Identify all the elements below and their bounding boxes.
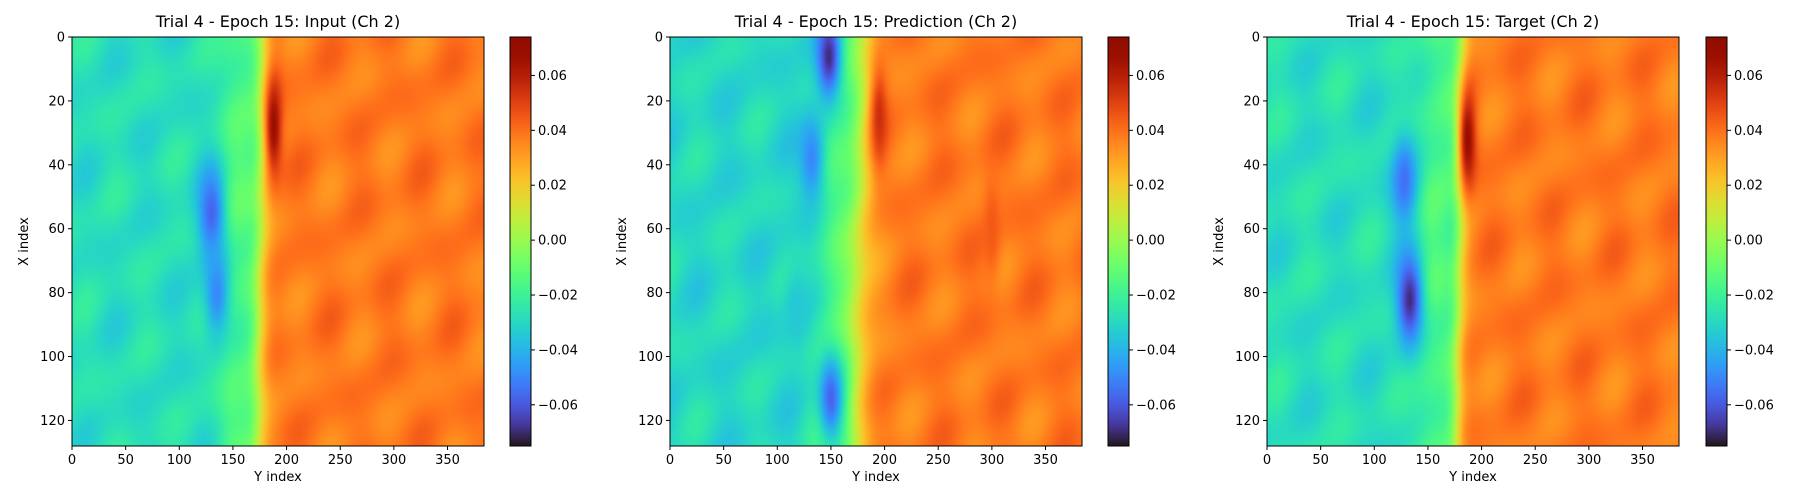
x-tick-label: 150 — [819, 453, 844, 468]
heatmap-image — [670, 37, 1082, 446]
x-tick-label: 50 — [715, 453, 732, 468]
y-tick-label: 60 — [1243, 222, 1260, 237]
y-tick-label: 100 — [638, 350, 663, 365]
x-tick-label: 250 — [1523, 453, 1548, 468]
x-tick-label: 200 — [1469, 453, 1494, 468]
y-axis-label: X index — [1212, 217, 1227, 266]
colorbar-fill — [1705, 36, 1728, 447]
plot-frame — [71, 36, 485, 447]
x-tick-label: 350 — [1630, 453, 1655, 468]
heatmap-image — [72, 37, 484, 446]
colorbar-tick-label: −0.06 — [538, 398, 578, 413]
y-tick-label: 60 — [646, 222, 663, 237]
y-tick-label: 40 — [48, 158, 65, 173]
y-tick-label: 0 — [1252, 31, 1260, 46]
x-tick-label: 100 — [167, 453, 192, 468]
y-tick-label: 0 — [655, 31, 663, 46]
colorbar: 0.06 0.04 0.02 0.00 −0.02 −0.04 −0.06 — [509, 36, 578, 447]
colorbar-tick-label: 0.02 — [538, 179, 567, 194]
y-tick-label: 60 — [48, 222, 65, 237]
chart-title: Trial 4 - Epoch 15: Input (Ch 2) — [155, 12, 400, 31]
colorbar: 0.06 0.04 0.02 0.00 −0.02 −0.04 −0.06 — [1705, 36, 1774, 447]
y-tick-label: 40 — [646, 158, 663, 173]
x-tick-label: 50 — [117, 453, 134, 468]
x-tick-label: 200 — [274, 453, 299, 468]
colorbar-tick-label: 0.06 — [1734, 69, 1763, 84]
colorbar-tick-label: 0.06 — [538, 69, 567, 84]
colorbar-tick-label: 0.04 — [538, 124, 567, 139]
y-axis-label: X index — [615, 217, 630, 266]
x-tick-label: 250 — [328, 453, 353, 468]
heatmap-image — [1267, 37, 1679, 446]
x-tick-label: 300 — [979, 453, 1004, 468]
x-tick-label: 0 — [666, 453, 674, 468]
y-tick-label: 120 — [40, 414, 65, 429]
x-axis-label: Y index — [1448, 470, 1497, 485]
y-tick-label: 100 — [40, 350, 65, 365]
colorbar-tick-label: 0.04 — [1136, 124, 1165, 139]
colorbar-tick-label: −0.06 — [1136, 398, 1176, 413]
colorbar-fill — [1107, 36, 1130, 447]
y-tick-label: 120 — [638, 414, 663, 429]
x-tick-label: 250 — [926, 453, 951, 468]
y-tick-label: 20 — [1243, 94, 1260, 109]
x-tick-label: 100 — [765, 453, 790, 468]
x-axis-label: Y index — [253, 470, 302, 485]
plot-frame — [669, 36, 1083, 447]
colorbar-tick-label: −0.02 — [538, 289, 578, 304]
colorbar-tick-label: −0.04 — [1136, 343, 1176, 358]
x-tick-label: 150 — [221, 453, 246, 468]
x-tick-label: 350 — [1033, 453, 1058, 468]
y-tick-label: 100 — [1235, 350, 1260, 365]
colorbar-tick-label: 0.00 — [1136, 234, 1165, 249]
y-tick-label: 120 — [1235, 414, 1260, 429]
x-tick-label: 50 — [1312, 453, 1329, 468]
heatmap-panel-2: Trial 4 - Epoch 15: Prediction (Ch 2) 0 50… — [615, 12, 1176, 485]
y-tick-label: 0 — [57, 31, 65, 46]
x-tick-label: 0 — [1263, 453, 1271, 468]
colorbar: 0.06 0.04 0.02 0.00 −0.02 −0.04 −0.06 — [1107, 36, 1176, 447]
heatmap-panel-3: Trial 4 - Epoch 15: Target (Ch 2) 0 50 100 1… — [1212, 12, 1774, 485]
chart-title: Trial 4 - Epoch 15: Prediction (Ch 2) — [734, 12, 1017, 31]
plot-frame — [1266, 36, 1680, 447]
x-tick-label: 200 — [872, 453, 897, 468]
x-tick-label: 100 — [1362, 453, 1387, 468]
heatmap-panel-1: Trial 4 - Epoch 15: Input (Ch 2) 0 50 100 15… — [17, 12, 578, 485]
y-tick-label: 80 — [48, 286, 65, 301]
colorbar-fill — [509, 36, 532, 447]
x-axis-label: Y index — [851, 470, 900, 485]
y-axis-label: X index — [17, 217, 32, 266]
colorbar-tick-label: −0.06 — [1734, 398, 1774, 413]
y-tick-label: 20 — [48, 94, 65, 109]
x-tick-label: 300 — [381, 453, 406, 468]
colorbar-tick-label: 0.02 — [1136, 179, 1165, 194]
x-tick-label: 350 — [435, 453, 460, 468]
y-tick-label: 80 — [1243, 286, 1260, 301]
colorbar-tick-label: 0.06 — [1136, 69, 1165, 84]
colorbar-tick-label: 0.04 — [1734, 124, 1763, 139]
colorbar-tick-label: 0.02 — [1734, 179, 1763, 194]
x-tick-label: 300 — [1576, 453, 1601, 468]
y-tick-label: 40 — [1243, 158, 1260, 173]
colorbar-tick-label: 0.00 — [1734, 234, 1763, 249]
colorbar-tick-label: 0.00 — [538, 234, 567, 249]
colorbar-tick-label: −0.02 — [1136, 289, 1176, 304]
colorbar-tick-label: −0.04 — [1734, 343, 1774, 358]
colorbar-tick-label: −0.04 — [538, 343, 578, 358]
y-tick-label: 80 — [646, 286, 663, 301]
x-tick-label: 0 — [68, 453, 76, 468]
y-tick-label: 20 — [646, 94, 663, 109]
x-tick-label: 150 — [1416, 453, 1441, 468]
chart-title: Trial 4 - Epoch 15: Target (Ch 2) — [1346, 12, 1599, 31]
colorbar-tick-label: −0.02 — [1734, 289, 1774, 304]
